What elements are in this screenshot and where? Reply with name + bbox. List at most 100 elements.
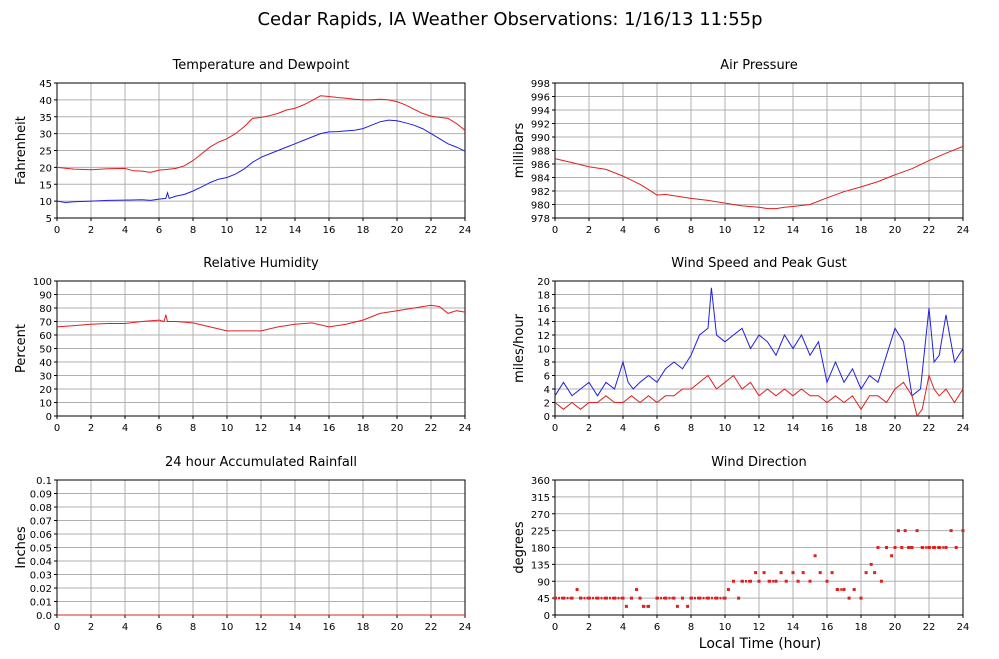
y-tick-label: 10: [39, 197, 52, 208]
y-tick-label: 0: [544, 412, 550, 423]
y-tick-label: 315: [531, 493, 550, 504]
data-point: [672, 596, 676, 600]
chart-4: 24 hour Accumulated Rainfall 0.0 0.01 0.02 0…: [14, 455, 471, 633]
x-tick-label: 6: [156, 423, 162, 434]
data-point: [762, 571, 766, 575]
x-tick-label: 8: [688, 225, 694, 236]
data-point: [737, 596, 741, 600]
x-tick-label: 20: [391, 423, 404, 434]
x-tick-label: 18: [357, 423, 370, 434]
data-point: [784, 579, 788, 583]
y-tick-label: 20: [39, 163, 52, 174]
x-tick-label: 16: [323, 423, 336, 434]
chart-3: Wind Speed and Peak Gust0246810121416182…: [512, 256, 969, 434]
y-tick-label: 270: [531, 510, 550, 521]
y-tick-label: 0.02: [30, 584, 52, 595]
y-tick-label: 986: [531, 160, 550, 171]
data-point: [732, 579, 735, 583]
y-axis-label: miles/hour: [512, 313, 527, 382]
chart-title: Wind Direction: [711, 455, 807, 470]
x-tick-label: 14: [787, 225, 800, 236]
x-tick-label: 0: [552, 622, 558, 633]
y-tick-label: 0.07: [30, 517, 52, 528]
y-tick-label: 998: [531, 79, 550, 90]
data-point: [630, 596, 633, 600]
y-tick-label: 30: [39, 372, 52, 383]
y-tick-label: 180: [531, 544, 550, 555]
y-axis-label: Inches: [14, 526, 29, 568]
x-tick-label: 0: [552, 225, 558, 236]
x-tick-label: 4: [620, 225, 626, 236]
y-tick-label: 988: [531, 147, 550, 158]
y-tick-label: 10: [537, 345, 550, 356]
y-tick-label: 980: [531, 201, 550, 212]
x-tick-label: 2: [586, 225, 592, 236]
data-point: [749, 579, 752, 583]
y-tick-label: 6: [544, 372, 550, 383]
x-tick-label: 2: [88, 225, 94, 236]
chart-1: Air Pressure 978 980 982 984 986 988 990 992 994 9…: [512, 58, 969, 236]
y-tick-label: 0.06: [30, 530, 52, 541]
data-point: [723, 596, 727, 600]
x-tick-label: 12: [255, 225, 268, 236]
x-tick-label: 12: [753, 225, 766, 236]
x-tick-label: 4: [620, 423, 626, 434]
y-tick-label: 8: [544, 358, 550, 369]
x-tick-label: 4: [122, 622, 128, 633]
data-point: [890, 554, 894, 558]
x-tick-label: 16: [323, 225, 336, 236]
data-point: [864, 571, 868, 575]
y-tick-label: 4: [544, 385, 550, 396]
y-tick-label: 18: [537, 291, 550, 302]
x-tick-label: 24: [459, 622, 472, 633]
x-tick-label: 8: [190, 225, 196, 236]
x-tick-label: 8: [688, 423, 694, 434]
page-title: Cedar Rapids, IA Weather Observations: 1…: [257, 9, 762, 30]
x-tick-label: 2: [586, 622, 592, 633]
x-tick-label: 24: [957, 622, 970, 633]
series-line-0: [554, 145, 964, 210]
x-tick-label: 2: [88, 622, 94, 633]
data-point: [825, 579, 829, 583]
y-tick-label: 992: [531, 120, 550, 131]
data-point: [686, 604, 690, 608]
x-tick-label: 24: [957, 225, 970, 236]
data-point: [624, 604, 628, 608]
data-point: [903, 529, 907, 533]
data-point: [954, 546, 958, 549]
data-point: [949, 529, 953, 533]
data-point: [675, 604, 679, 608]
y-tick-label: 360: [531, 476, 550, 487]
x-tick-label: 0: [54, 225, 60, 236]
x-tick-label: 18: [855, 225, 868, 236]
x-tick-label: 6: [654, 622, 660, 633]
y-axis-label: degrees: [512, 521, 527, 574]
x-tick-label: 10: [221, 622, 234, 633]
y-tick-label: 70: [39, 318, 52, 329]
y-tick-label: 0.08: [30, 503, 52, 514]
x-tick-label: 22: [923, 622, 936, 633]
x-tick-label: 10: [221, 423, 234, 434]
chart-title: Wind Speed and Peak Gust: [671, 256, 846, 271]
y-tick-label: 0: [46, 412, 52, 423]
data-point: [879, 579, 883, 583]
y-tick-label: 15: [39, 180, 52, 191]
x-tick-label: 16: [821, 423, 834, 434]
x-tick-label: 14: [289, 225, 302, 236]
x-tick-label: 20: [889, 622, 902, 633]
y-tick-label: 30: [39, 130, 52, 141]
x-tick-label: 14: [289, 423, 302, 434]
data-point: [859, 596, 863, 600]
y-tick-label: 994: [531, 106, 550, 117]
data-point: [638, 596, 642, 600]
data-point: [873, 571, 877, 575]
x-tick-label: 16: [323, 622, 336, 633]
chart-0: Temperature and Dewpoint5101520253035404…: [14, 58, 471, 236]
x-tick-label: 16: [821, 225, 834, 236]
y-tick-label: 50: [39, 345, 52, 356]
x-tick-label: 2: [586, 423, 592, 434]
x-tick-label: 4: [620, 622, 626, 633]
x-tick-label: 14: [787, 622, 800, 633]
x-tick-label: 2: [88, 423, 94, 434]
